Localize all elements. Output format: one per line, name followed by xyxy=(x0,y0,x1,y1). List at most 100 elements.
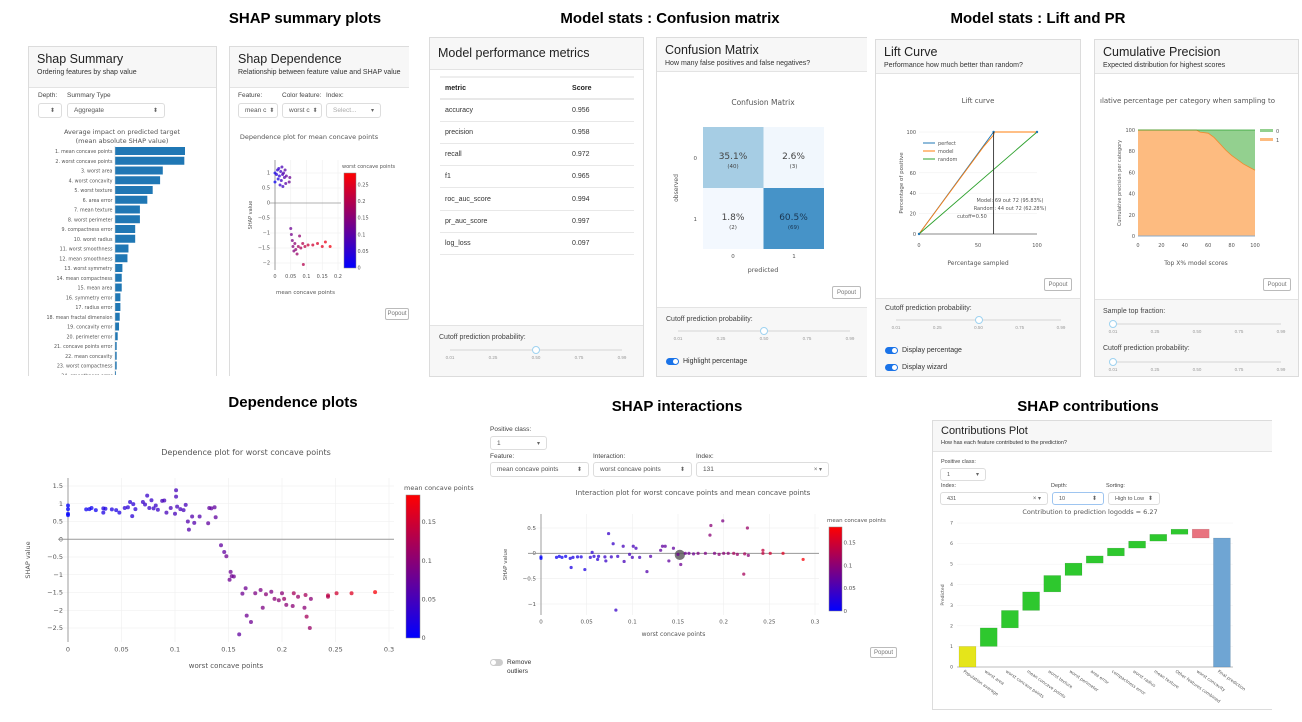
data-point xyxy=(280,591,284,596)
y-axis-label: Percentage of positive xyxy=(899,152,905,214)
cutoff-slider[interactable]: 0.01 0.25 0.50 0.75 0.99 xyxy=(446,346,626,360)
positive-class-value: 1 xyxy=(497,439,501,447)
interaction-label: Interaction: xyxy=(593,453,626,460)
cutoff-slider[interactable]: 0.01 0.25 0.50 0.75 0.99 xyxy=(674,327,854,341)
updown-icon: ⬍ xyxy=(1147,496,1153,502)
section-title-interactions: SHAP interactions xyxy=(611,398,743,415)
x-tick-label: 0.25 xyxy=(328,646,342,654)
data-point xyxy=(151,506,156,511)
data-point xyxy=(109,507,114,512)
data-point xyxy=(596,554,601,558)
data-point xyxy=(307,626,312,630)
data-point xyxy=(303,592,308,597)
feature-select[interactable]: mean concave points ⬍ xyxy=(490,462,589,477)
popout-button[interactable]: Popout xyxy=(870,647,897,658)
x-axis-label: Percentage sampled xyxy=(947,260,1008,267)
x-tick-label: 0.05 xyxy=(285,274,296,280)
bar xyxy=(115,215,140,224)
data-point xyxy=(732,551,736,555)
slider-track[interactable] xyxy=(1113,323,1281,325)
sorting-value: High to Low xyxy=(1115,495,1145,502)
series-line-random xyxy=(918,131,1038,235)
popout-button[interactable]: Popout xyxy=(832,286,861,299)
color-feature-select[interactable]: worst c ⬍ xyxy=(282,103,322,118)
toggle-switch[interactable] xyxy=(885,364,898,371)
y-tick-label: 6 xyxy=(950,541,953,547)
bar-label: mean concave points xyxy=(1025,669,1067,701)
data-point xyxy=(306,243,310,247)
index-select[interactable]: Select... ▾ xyxy=(326,103,381,118)
popout-button[interactable]: Popout xyxy=(1044,278,1072,291)
matrix-cell xyxy=(703,188,764,249)
x-tick-label: 80 xyxy=(1228,243,1234,249)
slider-handle[interactable] xyxy=(1109,320,1117,328)
toggle-switch[interactable] xyxy=(885,347,898,354)
y-tick-label: −2.5 xyxy=(47,624,63,632)
data-point xyxy=(279,179,283,182)
slider-handle[interactable] xyxy=(974,316,983,324)
data-point xyxy=(611,542,615,546)
popout-button[interactable]: Popout xyxy=(385,308,409,320)
display-percentage-toggle[interactable]: Display percentage xyxy=(885,347,962,354)
sorting-select[interactable]: High to Low ⬍ xyxy=(1108,492,1160,505)
depth-select[interactable]: 10 ⬍ xyxy=(1052,492,1104,505)
bar-label: 9. compactness error xyxy=(62,227,113,233)
y-tick-label: 0 xyxy=(1132,234,1135,240)
interaction-select[interactable]: worst concave points ⬍ xyxy=(593,462,692,477)
data-point xyxy=(145,493,150,498)
cell-count: (3) xyxy=(790,164,798,170)
y-tick-label: 7 xyxy=(950,521,953,527)
x-tick-label: 0.2 xyxy=(334,274,342,280)
depth-select[interactable]: ⬍ xyxy=(38,103,62,118)
index-select[interactable]: 131 × ▾ xyxy=(696,462,829,477)
data-point xyxy=(173,511,177,516)
updown-icon: ⬍ xyxy=(49,108,55,114)
data-point xyxy=(284,174,288,178)
data-point xyxy=(745,526,750,530)
data-point xyxy=(66,513,70,518)
bar-label: 10. worst radius xyxy=(74,237,113,243)
chart-title: Average impact on predicted target xyxy=(64,128,180,136)
highlight-percentage-toggle[interactable]: Highlight percentage xyxy=(666,358,747,365)
display-wizard-toggle[interactable]: Display wizard xyxy=(885,364,947,371)
toggle-switch[interactable] xyxy=(490,659,503,666)
data-point xyxy=(590,550,594,554)
positive-class-select[interactable]: 1 ▾ xyxy=(940,468,986,481)
slider-handle[interactable] xyxy=(1109,358,1117,366)
y-tick-label: −1 xyxy=(53,571,63,579)
slider-track[interactable] xyxy=(1113,361,1281,363)
bar xyxy=(115,244,129,253)
data-point xyxy=(222,550,227,555)
slider-handle[interactable] xyxy=(532,346,540,354)
card-subtitle: Ordering features by shap value xyxy=(37,69,137,76)
index-value: 131 xyxy=(703,466,714,473)
data-point xyxy=(768,551,772,555)
cutoff-slider[interactable]: 0.01 0.25 0.50 0.75 0.99 xyxy=(1109,358,1285,372)
cumulative-precision-card: Cumulative Precision Expected distributio… xyxy=(1094,39,1299,377)
y-tick-label: 1 xyxy=(950,644,953,650)
slider-handle[interactable] xyxy=(760,327,768,335)
metrics-table: metric Score accuracy 0.956 precision 0.958 re… xyxy=(440,76,634,256)
sample-slider[interactable]: 0.01 0.25 0.50 0.75 0.99 xyxy=(1109,320,1285,334)
feature-select[interactable]: mean c ⬍ xyxy=(238,103,278,118)
data-point xyxy=(722,551,726,555)
x-tick-label: 0 xyxy=(917,243,920,249)
positive-class-select[interactable]: 1 ▾ xyxy=(490,436,547,450)
data-point xyxy=(687,551,691,555)
waterfall-bar xyxy=(1107,547,1125,557)
toggle-switch[interactable] xyxy=(666,358,679,365)
index-select[interactable]: 431 × ▾ xyxy=(940,492,1048,505)
popout-button[interactable]: Popout xyxy=(1263,278,1291,291)
summary-type-select[interactable]: Aggregate ⬍ xyxy=(67,103,165,118)
metric-cell: accuracy xyxy=(440,99,568,122)
y-tick-label: 20 xyxy=(1129,213,1135,219)
data-point xyxy=(289,233,293,236)
bar-label: 6. area error xyxy=(83,198,113,204)
clear-and-chevron-icon[interactable]: × ▾ xyxy=(1032,496,1041,502)
cutoff-slider[interactable]: 0.01 0.25 0.50 0.75 0.99 xyxy=(892,316,1065,330)
slider-tick-label: 0.50 xyxy=(759,336,769,341)
remove-outliers-toggle[interactable]: Remove outliers xyxy=(490,658,550,676)
data-point xyxy=(316,242,320,245)
clear-and-chevron-icon[interactable]: × ▾ xyxy=(813,467,822,473)
card-title: Shap Summary xyxy=(37,52,124,66)
